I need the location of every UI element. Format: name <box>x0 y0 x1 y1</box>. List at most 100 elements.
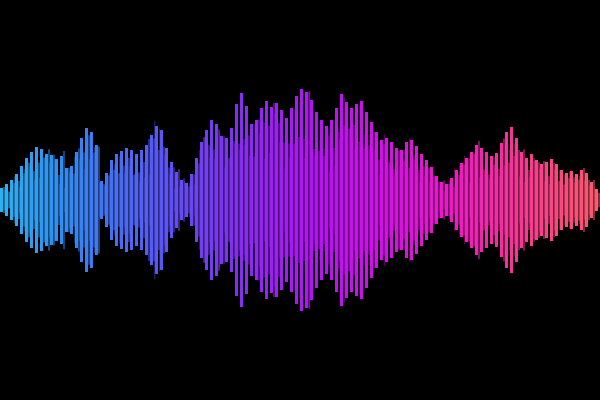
waveform-bar <box>68 167 70 233</box>
waveform-bar <box>420 154 423 246</box>
waveform-bar <box>258 119 260 281</box>
waveform-bar <box>513 156 515 244</box>
waveform-bar <box>275 103 278 297</box>
waveform-bar <box>505 132 508 268</box>
waveform-bar <box>30 152 33 248</box>
waveform-bar <box>130 150 133 250</box>
waveform-bar <box>0 188 3 212</box>
waveform-bar <box>180 180 183 220</box>
waveform-bar <box>548 176 550 224</box>
waveform-bar <box>78 148 80 252</box>
waveform-bar <box>28 162 30 238</box>
waveform-bar <box>265 101 268 299</box>
waveform-bar <box>498 168 500 232</box>
waveform-bar <box>473 153 475 247</box>
waveform-bar <box>490 156 493 244</box>
waveform-bar <box>90 132 93 268</box>
waveform-bar <box>515 138 518 262</box>
waveform-bar <box>13 183 15 217</box>
waveform-bar <box>8 191 10 209</box>
waveform-bar <box>438 181 440 219</box>
waveform-bar <box>218 129 220 271</box>
waveform-bar <box>288 143 290 257</box>
waveform-bar <box>495 153 498 247</box>
waveform-bar <box>433 176 435 224</box>
waveform-bar <box>125 148 128 252</box>
waveform-bar <box>398 150 400 250</box>
waveform-bar <box>480 148 483 252</box>
waveform-bar <box>150 135 153 265</box>
waveform-bar <box>525 158 528 242</box>
waveform-bar <box>465 158 468 242</box>
waveform-bar <box>178 169 180 232</box>
waveform-bar <box>75 152 78 248</box>
waveform-bar <box>370 122 373 278</box>
waveform-bar <box>63 150 65 250</box>
waveform-bar <box>145 145 148 255</box>
waveform-bar <box>165 148 168 252</box>
waveform-bar <box>278 123 280 278</box>
waveform-bar <box>175 172 178 228</box>
waveform-bar <box>475 145 478 255</box>
waveform-bar <box>575 174 578 226</box>
waveform-bar <box>115 154 118 246</box>
waveform-bar <box>410 140 413 260</box>
waveform-bar <box>73 173 75 227</box>
waveform-bar <box>585 173 588 227</box>
waveform-bar <box>283 142 285 258</box>
waveform-bar <box>110 160 113 240</box>
waveform-bar <box>228 158 230 242</box>
waveform-bar <box>315 112 318 288</box>
waveform-bar <box>170 162 173 238</box>
waveform-bar <box>255 120 258 280</box>
waveform-bar <box>363 148 365 252</box>
waveform-bar <box>338 131 340 269</box>
waveform-bar <box>163 146 165 254</box>
waveform-bar <box>243 138 245 262</box>
waveform-bar <box>458 175 460 225</box>
waveform-bar <box>365 112 368 288</box>
waveform-bar <box>463 164 465 236</box>
waveform-bar <box>340 94 343 306</box>
waveform-bar <box>285 118 288 282</box>
waveform-bar <box>70 166 73 234</box>
waveform-bar <box>373 132 375 268</box>
waveform-bar <box>40 149 43 251</box>
waveform-bar <box>160 130 163 270</box>
waveform-bar <box>298 137 300 263</box>
waveform-bar <box>573 177 575 223</box>
waveform-bar <box>133 175 135 225</box>
waveform-bar <box>220 136 223 264</box>
waveform-bar <box>208 145 210 255</box>
waveform-bar <box>3 187 5 213</box>
waveform-bar <box>223 136 225 264</box>
waveform-bar <box>540 164 543 236</box>
waveform-bar <box>570 171 573 229</box>
waveform-bar <box>120 151 123 249</box>
waveform-bar <box>123 165 125 235</box>
waveform-bar <box>293 144 295 256</box>
waveform-bar <box>358 141 360 259</box>
waveform-bar <box>553 163 555 237</box>
waveform-bar <box>98 146 100 254</box>
waveform-bar <box>290 108 293 292</box>
waveform-bar <box>198 163 200 237</box>
waveform-bar <box>360 101 363 299</box>
waveform-bar <box>323 156 325 244</box>
waveform-bar <box>405 142 408 258</box>
waveform-bar <box>578 179 580 221</box>
waveform-bar <box>113 169 115 231</box>
waveform-bar <box>483 169 485 231</box>
waveform-bar <box>355 104 358 296</box>
waveform-bar <box>460 163 463 237</box>
waveform-bar <box>25 158 28 242</box>
waveform-bar <box>313 149 315 252</box>
waveform-bar <box>558 180 560 219</box>
waveform-bar <box>253 156 255 244</box>
waveform-bar <box>328 135 330 265</box>
waveform-bar <box>238 143 240 257</box>
waveform-bar <box>18 181 20 219</box>
waveform-bar <box>593 179 595 221</box>
